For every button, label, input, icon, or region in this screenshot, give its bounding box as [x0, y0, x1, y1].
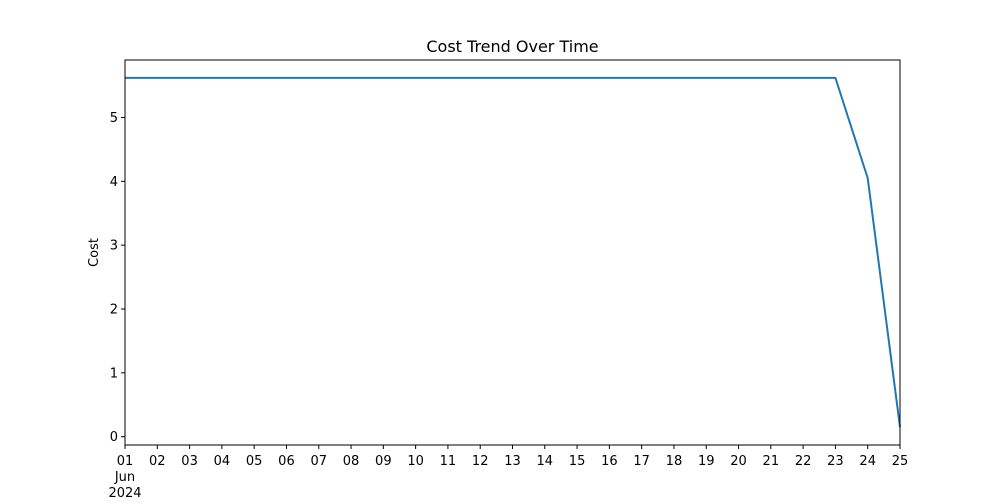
- y-axis-ticks: 0 1 2 3 4 5: [110, 111, 125, 445]
- x-tick-label: 03: [181, 454, 198, 469]
- x-tick-label: 18: [666, 454, 683, 469]
- y-tick-label: 5: [110, 111, 118, 126]
- x-tick-sublabel: Jun: [114, 470, 135, 485]
- y-tick-label: 0: [110, 430, 118, 445]
- y-tick-label: 4: [110, 175, 118, 190]
- y-axis-label: Cost: [87, 238, 102, 267]
- x-tick-sublabel: 2024: [108, 486, 141, 500]
- x-tick-label: 24: [859, 454, 876, 469]
- x-tick-label: 04: [214, 454, 231, 469]
- x-tick-label: 14: [537, 454, 554, 469]
- x-tick-label: 06: [278, 454, 295, 469]
- y-tick-label: 1: [110, 366, 118, 381]
- plot-background: [125, 60, 900, 445]
- x-tick-label: 07: [310, 454, 327, 469]
- x-tick-label: 23: [827, 454, 844, 469]
- x-tick-label: 22: [795, 454, 812, 469]
- x-tick-label: 01: [117, 454, 134, 469]
- chart-title: Cost Trend Over Time: [426, 37, 598, 56]
- x-tick-label: 19: [698, 454, 715, 469]
- x-tick-label: 02: [149, 454, 166, 469]
- x-tick-label: 15: [569, 454, 586, 469]
- x-tick-label: 10: [407, 454, 424, 469]
- y-tick-label: 3: [110, 239, 118, 254]
- x-tick-label: 20: [730, 454, 747, 469]
- x-tick-label: 08: [343, 454, 360, 469]
- x-tick-label: 21: [763, 454, 780, 469]
- x-tick-label: 09: [375, 454, 392, 469]
- y-tick-label: 2: [110, 303, 118, 318]
- x-tick-label: 12: [472, 454, 489, 469]
- x-tick-label: 05: [246, 454, 263, 469]
- x-tick-label: 16: [601, 454, 618, 469]
- x-tick-label: 11: [440, 454, 457, 469]
- x-tick-label: 25: [892, 454, 909, 469]
- x-tick-label: 13: [504, 454, 521, 469]
- x-tick-label: 17: [633, 454, 650, 469]
